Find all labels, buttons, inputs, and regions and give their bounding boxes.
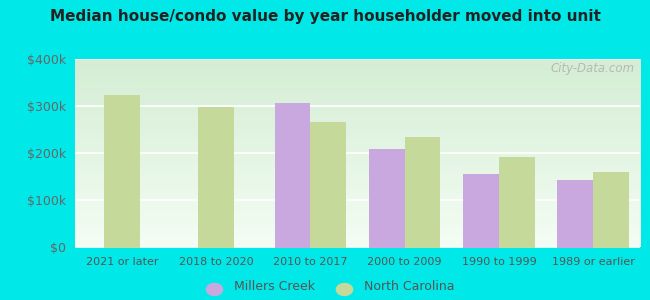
- Text: Millers Creek: Millers Creek: [234, 280, 315, 292]
- Bar: [404, 137, 441, 248]
- Bar: [274, 103, 311, 248]
- Text: North Carolina: North Carolina: [364, 280, 454, 292]
- Bar: [557, 180, 593, 248]
- Bar: [463, 174, 499, 248]
- Text: City-Data.com: City-Data.com: [551, 62, 634, 75]
- Bar: [593, 172, 629, 247]
- Text: Median house/condo value by year householder moved into unit: Median house/condo value by year househo…: [49, 9, 601, 24]
- Bar: [311, 122, 346, 248]
- Bar: [499, 157, 535, 248]
- Bar: [198, 107, 234, 248]
- Bar: [369, 149, 404, 248]
- Bar: [104, 95, 140, 247]
